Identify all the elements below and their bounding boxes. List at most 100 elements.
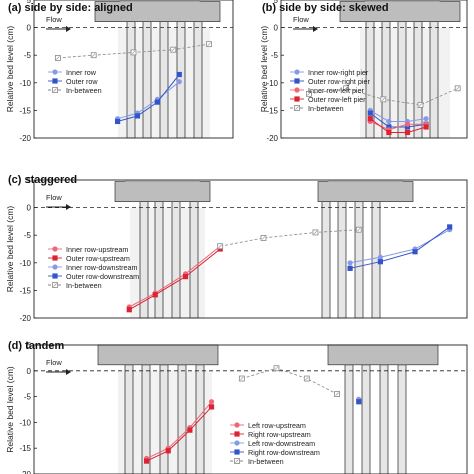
y-tick-label: 0 [27,367,32,376]
y-tick-label: -15 [266,106,278,115]
data-point-2-2 [404,121,411,127]
data-point-3-0 [367,116,373,122]
data-point-1-1 [165,448,171,454]
legend-marker-1 [52,78,58,84]
flow-arrow-head [66,369,71,375]
pile-cap-0 [97,344,219,366]
y-tick-label: -10 [19,259,31,268]
pile-cap-1 [327,344,439,366]
legend-label-3: Outer row-left pier [308,95,366,104]
legend-marker-4-x [235,459,239,463]
y-tick-label: -20 [19,470,31,474]
data-point-1-0 [367,110,373,116]
pile-cap-0 [114,181,211,202]
legend-label-1: Outer row-upstream [66,254,130,263]
panel-d: 5 0 -5 -10 -15 -20 Relative bed level (cm) (d) … [5,340,468,474]
legend-label-2: Left row-downstream [248,439,315,448]
pier-2 [397,21,407,139]
legend-label-1: Outer row [66,77,98,86]
data-point-2-1 [377,254,383,260]
data-point-4-1-x [261,236,266,240]
legend-label-1: Outer row-right pier [308,77,371,86]
y-axis-label: Relative bed level (cm) [5,26,15,113]
flow-label: Flow [46,193,62,202]
data-point-3-0 [356,399,362,405]
y-tick-label: 5 [274,0,279,5]
legend-marker-2 [294,87,300,93]
data-point-4-3-x [357,227,361,232]
pier-1 [142,21,152,139]
y-tick-label: 0 [27,24,32,33]
y-axis-label: Relative bed level (cm) [259,26,269,113]
legend-label-1: Right row-upstream [248,430,311,439]
data-point-1-1 [386,124,392,130]
y-tick-label: -20 [19,314,31,323]
pier-column-0 [364,0,441,2]
legend-label-4: In-between [248,457,284,466]
data-point-4-2-x [305,376,309,381]
series-line-3 [349,226,450,269]
legend-label-2: Inner row-downstream [66,263,138,272]
data-point-2-1-x [91,53,96,57]
series-line-1 [146,406,212,462]
pier-2 [159,21,169,139]
pier-6 [354,201,364,319]
series-line-0 [129,245,221,308]
y-tick-label: -10 [19,418,31,427]
legend-marker-3 [294,96,300,102]
data-point-2-4-x [207,42,211,46]
legend-label-0: Inner row-upstream [66,245,128,254]
legend-label-2: In-between [66,86,102,95]
data-point-1-0 [143,458,150,464]
series-line-1 [129,248,221,311]
y-tick-label: -5 [271,51,279,60]
y-tick-label: -10 [266,79,278,88]
pier-4 [193,21,203,139]
pier-6 [361,364,371,474]
pier-0 [126,21,136,139]
data-point-0-1 [386,118,392,125]
panel-title: (d) tandem [8,340,64,352]
pier-2 [159,364,169,474]
flow-label: Flow [46,358,62,367]
y-tick-label: -20 [19,134,31,143]
data-point-4-0-x [240,376,244,381]
series-line-4 [241,367,338,395]
series-line-1 [117,74,180,122]
y-tick-label: -15 [19,106,31,115]
plot-frame [33,0,234,139]
data-point-1-0 [114,118,121,125]
panel-title: (a) side by side: aligned [8,2,133,14]
y-tick-label: 5 [27,0,32,5]
data-point-1-1 [134,113,141,119]
pier-5 [337,201,347,319]
legend-marker-0 [52,69,58,75]
y-tick-label: -15 [19,286,31,295]
pier-5 [344,364,354,474]
series-line-0 [117,81,180,120]
data-point-3-0 [347,265,353,271]
legend-label-3: Right row-downstream [248,448,320,457]
y-tick-label: -5 [24,231,32,240]
data-point-2-2-x [131,50,136,55]
plot-frame [280,0,468,139]
legend-marker-1 [52,255,58,261]
pier-1 [154,201,164,319]
panel-a: 5 0 -5 -10 -15 -20 Relative bed level (cm) (a) … [5,0,234,143]
legend-label-2: Inner row-left pier [308,86,365,95]
data-point-2-3-x [171,47,176,52]
data-point-1-3 [176,71,182,78]
pier-7 [379,364,389,474]
y-tick-label: 0 [274,24,279,33]
panel-title: (b) side by side: skewed [262,2,389,14]
pier-8 [397,364,407,474]
legend-label-4: In-between [66,281,102,290]
flow-arrow-head [313,26,318,32]
data-point-3-3 [423,124,429,130]
y-tick-label: 0 [27,204,32,213]
plot-frame [33,344,468,474]
legend-marker-2-x [53,88,57,92]
legend-marker-0 [234,422,240,428]
pier-column-0 [119,0,201,2]
